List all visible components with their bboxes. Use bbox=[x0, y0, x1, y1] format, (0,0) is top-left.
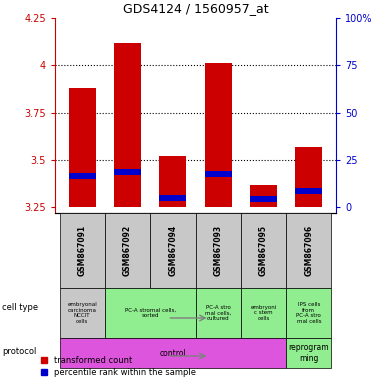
Bar bbox=[150, 213, 196, 288]
Text: reprogram
ming: reprogram ming bbox=[289, 343, 329, 363]
Bar bbox=[114, 169, 141, 175]
Bar bbox=[105, 213, 150, 288]
Bar bbox=[59, 288, 105, 338]
Bar bbox=[241, 288, 286, 338]
Bar bbox=[250, 196, 277, 202]
Text: GSM867092: GSM867092 bbox=[123, 225, 132, 276]
Bar bbox=[159, 195, 187, 201]
Bar bbox=[69, 88, 96, 207]
Bar bbox=[196, 213, 241, 288]
Text: embryoni
c stem
cells: embryoni c stem cells bbox=[250, 305, 277, 321]
Text: GSM867096: GSM867096 bbox=[304, 225, 313, 276]
Bar bbox=[114, 43, 141, 207]
Bar bbox=[286, 213, 331, 288]
Bar bbox=[250, 185, 277, 207]
Bar bbox=[286, 338, 331, 368]
Bar bbox=[241, 213, 286, 288]
Bar bbox=[159, 156, 187, 207]
Text: GSM867093: GSM867093 bbox=[214, 225, 223, 276]
Bar bbox=[59, 338, 286, 368]
Text: GSM867091: GSM867091 bbox=[78, 225, 87, 276]
Text: PC-A stromal cells,
sorted: PC-A stromal cells, sorted bbox=[125, 308, 176, 318]
Text: control: control bbox=[160, 349, 186, 358]
Text: embryonal
carcinoma
NCCIT
cells: embryonal carcinoma NCCIT cells bbox=[67, 302, 97, 324]
Text: IPS cells
from
PC-A stro
mal cells: IPS cells from PC-A stro mal cells bbox=[296, 302, 321, 324]
Bar bbox=[286, 288, 331, 338]
Bar bbox=[69, 173, 96, 179]
Text: PC-A stro
mal cells,
cultured: PC-A stro mal cells, cultured bbox=[205, 305, 231, 321]
Bar bbox=[204, 63, 232, 207]
Text: protocol: protocol bbox=[2, 347, 36, 356]
Bar bbox=[295, 147, 322, 207]
Bar bbox=[295, 189, 322, 194]
Bar bbox=[59, 213, 105, 288]
Bar bbox=[105, 288, 196, 338]
Title: GDS4124 / 1560957_at: GDS4124 / 1560957_at bbox=[123, 2, 268, 15]
Legend: transformed count, percentile rank within the sample: transformed count, percentile rank withi… bbox=[40, 356, 196, 377]
Text: GSM867095: GSM867095 bbox=[259, 225, 268, 276]
Text: GSM867094: GSM867094 bbox=[168, 225, 177, 276]
Bar bbox=[204, 171, 232, 177]
Text: cell type: cell type bbox=[2, 303, 38, 313]
Bar bbox=[196, 288, 241, 338]
